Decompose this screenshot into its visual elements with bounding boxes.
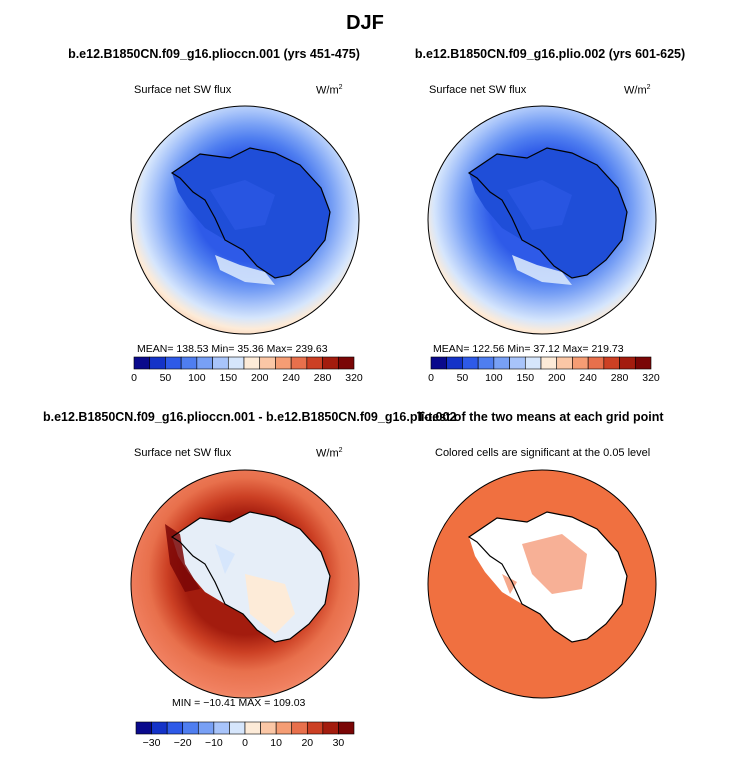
colorbar-1-swatch	[133, 356, 151, 370]
colorbar-3-swatch	[213, 721, 230, 735]
panel-3-stats: MIN = −10.41 MAX = 109.03	[172, 697, 306, 709]
colorbar-1-swatch	[290, 356, 308, 370]
colorbar-1-tick-label: 280	[314, 372, 332, 384]
colorbar-2-swatch	[509, 356, 526, 370]
panel-2-variable: Surface net SW flux	[429, 84, 527, 96]
colorbar-3-swatch	[338, 721, 355, 735]
colorbar-2-swatch	[587, 356, 605, 370]
colorbar-2-swatch	[430, 356, 448, 370]
colorbar-1-swatch	[165, 356, 182, 370]
colorbar-1-swatch	[275, 356, 292, 370]
colorbar-3-tick-label: 0	[242, 737, 248, 749]
colorbar-2-tick-label: 100	[485, 372, 503, 384]
panel-1-stats: MEAN= 138.53 Min= 35.36 Max= 239.63	[137, 343, 328, 355]
colorbar-2-swatch	[446, 356, 463, 370]
colorbar-1-swatch	[180, 356, 198, 370]
panel-2-title: b.e12.B1850CN.f09_g16.plio.002 (yrs 601-…	[414, 47, 686, 61]
colorbar-1-swatch	[196, 356, 213, 370]
colorbar-2-tick-label: 150	[517, 372, 535, 384]
colorbar-2-swatch	[603, 356, 620, 370]
colorbar-2-tick-label: 320	[642, 372, 660, 384]
colorbar-2-swatch	[556, 356, 573, 370]
colorbar-3-swatch	[135, 721, 152, 735]
colorbar-3-tick-label: −30	[143, 737, 161, 749]
colorbar-3-swatch	[275, 721, 293, 735]
colorbar-3-tick-label: 30	[333, 737, 345, 749]
panel-1-units: W/m2	[316, 84, 343, 97]
panel-3-variable: Surface net SW flux	[134, 447, 232, 459]
map-panel-1	[130, 105, 360, 335]
map-panel-2	[427, 105, 657, 335]
panel-3-title: b.e12.B1850CN.f09_g16.plioccn.001 - b.e1…	[43, 410, 457, 424]
colorbar-1-swatch	[259, 356, 276, 370]
colorbar-2-tick-label: 0	[428, 372, 434, 384]
colorbar-2-tick-label: 200	[548, 372, 566, 384]
colorbar-1-tick-label: 50	[160, 372, 172, 384]
colorbar-1-swatch	[306, 356, 323, 370]
colorbar-2-swatch	[493, 356, 510, 370]
map-panel-4	[427, 469, 657, 699]
panel-2-stats: MEAN= 122.56 Min= 37.12 Max= 219.73	[433, 343, 624, 355]
colorbar-3-tick-label: −20	[174, 737, 192, 749]
colorbar-3-swatch	[229, 721, 246, 735]
colorbar-3-swatch	[244, 721, 261, 735]
colorbar-3-tick-label: −10	[205, 737, 223, 749]
colorbar-1-tick-label: 240	[282, 372, 300, 384]
colorbar-2-swatch	[634, 356, 652, 370]
colorbar-1-swatch	[149, 356, 166, 370]
colorbar-3-swatch	[291, 721, 308, 735]
colorbar-1-swatch	[243, 356, 261, 370]
colorbar-1-tick-label: 150	[220, 372, 238, 384]
panel-2-units: W/m2	[624, 84, 651, 97]
colorbar-1-tick-label: 320	[345, 372, 363, 384]
colorbar-1-swatch	[322, 356, 339, 370]
panel-1-title: b.e12.B1850CN.f09_g16.plioccn.001 (yrs 4…	[68, 47, 360, 61]
colorbar-2-tick-label: 50	[457, 372, 469, 384]
colorbar-1-swatch	[212, 356, 229, 370]
colorbar-panel-2: 0 50 100 150 200 240 280 320	[428, 356, 660, 384]
colorbar-3-swatch	[166, 721, 184, 735]
colorbar-3-swatch	[182, 721, 199, 735]
colorbar-1-tick-label: 200	[251, 372, 269, 384]
colorbar-1-swatch	[337, 356, 355, 370]
colorbar-panel-3: −30 −20 −10 0 10 20 30	[135, 721, 355, 749]
map-panel-3	[130, 469, 360, 699]
panel-4-title: T-test of the two means at each grid poi…	[417, 410, 664, 424]
colorbar-2-swatch	[462, 356, 479, 370]
colorbar-panel-1: 0 50 100 150 200 240 280 320	[131, 356, 363, 384]
colorbar-1-tick-label: 100	[188, 372, 206, 384]
colorbar-2-tick-label: 240	[579, 372, 597, 384]
colorbar-3-swatch	[322, 721, 339, 735]
colorbar-2-swatch	[572, 356, 589, 370]
colorbar-3-swatch	[197, 721, 215, 735]
colorbar-2-tick-label: 280	[611, 372, 629, 384]
colorbar-3-tick-label: 20	[301, 737, 313, 749]
colorbar-1-tick-label: 0	[131, 372, 137, 384]
colorbar-1-swatch	[227, 356, 245, 370]
colorbar-3-tick-label: 10	[270, 737, 282, 749]
colorbar-3-swatch	[151, 721, 168, 735]
colorbar-2-swatch	[619, 356, 636, 370]
panel-4-note: Colored cells are significant at the 0.0…	[435, 447, 651, 459]
colorbar-3-swatch	[260, 721, 277, 735]
panel-3-units: W/m2	[316, 447, 343, 460]
colorbar-2-swatch	[540, 356, 558, 370]
colorbar-2-swatch	[477, 356, 495, 370]
panel-1-variable: Surface net SW flux	[134, 84, 232, 96]
colorbar-3-swatch	[306, 721, 324, 735]
colorbar-2-swatch	[524, 356, 542, 370]
figure-title: DJF	[346, 12, 384, 34]
